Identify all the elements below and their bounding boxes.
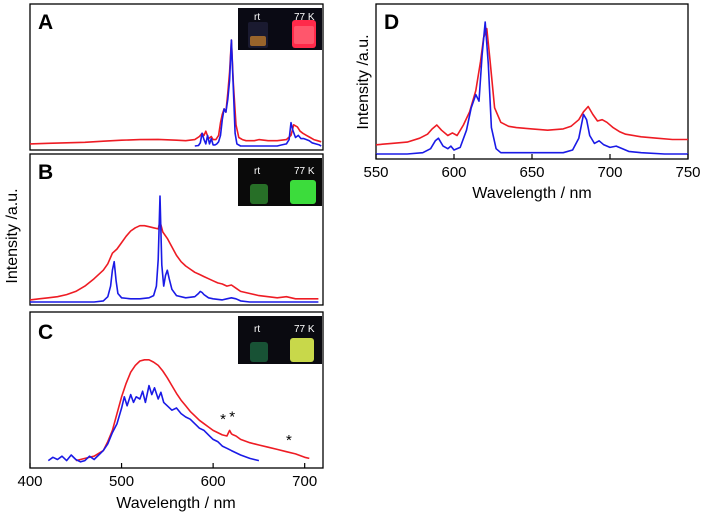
panel-c-inset-photo: rt 77 K xyxy=(238,316,322,364)
panel-a-series-red-line xyxy=(29,39,322,145)
panel-c-annotation-star-2: * xyxy=(229,409,235,426)
panel-a-curves xyxy=(29,39,322,147)
panel-c-frame xyxy=(29,311,324,469)
panel-a-series-blue-line xyxy=(194,39,322,147)
panel-b-inset-left-label: rt xyxy=(254,166,260,177)
panel-a: A rt 77 K xyxy=(29,3,324,151)
x-tick-label: 400 xyxy=(17,473,42,490)
panel-c-series-blue-line xyxy=(47,384,260,463)
panel-c-annotation-star-1: * xyxy=(220,411,226,428)
panel-c-inset-right-label: 77 K xyxy=(294,324,315,335)
panel-b-frame xyxy=(29,153,324,306)
x-tick-label: 550 xyxy=(363,164,388,181)
panel-b-inset-photo: rt 77 K xyxy=(238,158,322,206)
panel-d-letter: D xyxy=(384,11,399,34)
panel-c-inset-left-label: rt xyxy=(254,324,260,335)
panel-d-curves xyxy=(375,21,688,155)
panel-d-series-blue-line xyxy=(376,21,688,155)
shared-y-axis-title: Intensity /a.u. xyxy=(4,188,21,283)
panel-a-inset-left-label: rt xyxy=(254,12,260,23)
x-tick-label: 600 xyxy=(441,164,466,181)
panel-d: D 550 600 650 700 750 Wavelength / nm Intens… xyxy=(355,3,701,202)
panel-c-curves xyxy=(47,359,310,463)
panel-b-series-blue-line xyxy=(30,195,319,303)
panel-a-inset-right-label: 77 K xyxy=(294,12,315,23)
x-tick-label: 700 xyxy=(292,473,317,490)
panel-b-letter: B xyxy=(38,161,53,184)
x-tick-label: 650 xyxy=(519,164,544,181)
panel-b: B rt 77 K xyxy=(29,153,324,306)
panel-c-x-axis-title: Wavelength / nm xyxy=(116,495,235,512)
panel-c-x-axis: 400 500 600 700 xyxy=(17,463,317,490)
panel-b-series-red-line xyxy=(29,220,319,301)
x-tick-label: 700 xyxy=(597,164,622,181)
panel-c-annotations: * ** xyxy=(220,409,292,450)
panel-b-inset-right-label: 77 K xyxy=(294,166,315,177)
panel-c: C rt 77 K * ** 400 500 600 700 Wavelength / … xyxy=(17,311,324,512)
panel-d-x-axis: 550 600 650 700 750 xyxy=(363,154,701,181)
panel-d-series-red-line xyxy=(375,27,688,146)
panel-a-inset-photo: rt 77 K xyxy=(238,8,322,50)
panel-a-frame xyxy=(29,3,324,151)
panel-c-series-red-line xyxy=(75,359,310,462)
panel-c-letter: C xyxy=(38,321,53,344)
x-tick-label: 500 xyxy=(109,473,134,490)
panel-c-annotation-star-3: * xyxy=(286,432,292,449)
panel-d-y-axis-title: Intensity /a.u. xyxy=(355,34,372,129)
x-tick-label: 600 xyxy=(201,473,226,490)
panel-b-curves xyxy=(29,195,319,303)
panel-d-x-axis-title: Wavelength / nm xyxy=(472,185,591,202)
panel-a-letter: A xyxy=(38,11,53,34)
x-tick-label: 750 xyxy=(675,164,700,181)
